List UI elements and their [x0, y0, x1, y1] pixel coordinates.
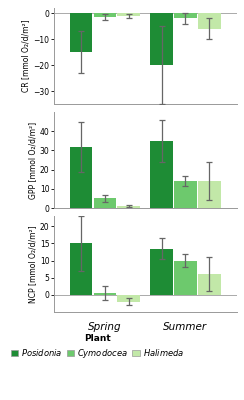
Bar: [70, 13, 92, 52]
Bar: [94, 293, 116, 295]
Bar: [198, 13, 221, 29]
Y-axis label: NCP [mmol O₂/d/m²]: NCP [mmol O₂/d/m²]: [28, 225, 37, 303]
Bar: [117, 13, 140, 16]
Bar: [174, 260, 197, 295]
Bar: [150, 248, 173, 295]
Legend: $\it{Posidonia}$, $\it{Cymodocea}$, $\it{Halimeda}$: $\it{Posidonia}$, $\it{Cymodocea}$, $\it…: [9, 332, 186, 362]
Bar: [174, 181, 197, 208]
Bar: [150, 13, 173, 65]
Bar: [117, 295, 140, 302]
Bar: [198, 181, 221, 208]
Bar: [70, 146, 92, 208]
Bar: [94, 198, 116, 208]
Bar: [198, 274, 221, 295]
Y-axis label: CR [mmol O₂/d/m²]: CR [mmol O₂/d/m²]: [22, 20, 30, 92]
Bar: [94, 13, 116, 17]
Bar: [70, 244, 92, 295]
Bar: [174, 13, 197, 18]
Y-axis label: GPP [mmol O₂/d/m²]: GPP [mmol O₂/d/m²]: [28, 122, 37, 198]
Bar: [117, 206, 140, 208]
Bar: [150, 141, 173, 208]
